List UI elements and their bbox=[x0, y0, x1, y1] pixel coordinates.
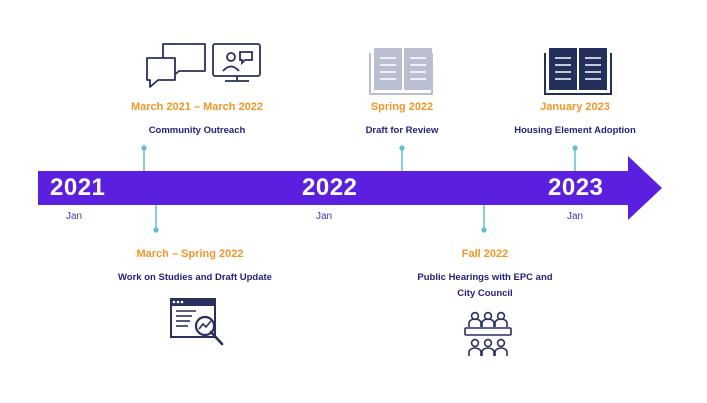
year-label-2023: 2023 bbox=[548, 174, 604, 201]
connector-dot-public-hearings bbox=[481, 227, 487, 233]
month-label-2022: Jan bbox=[316, 211, 333, 222]
connector-dot-housing-adoption bbox=[572, 145, 578, 151]
timeline-arrow bbox=[38, 156, 662, 220]
event-date-housing-adoption: January 2023 bbox=[540, 101, 610, 113]
month-label-2021: Jan bbox=[66, 211, 83, 222]
data-analysis-magnifier-icon bbox=[170, 298, 224, 346]
connector-dot-community-outreach bbox=[141, 145, 147, 151]
event-desc-housing-adoption: Housing Element Adoption bbox=[514, 125, 636, 136]
connector-dot-studies bbox=[153, 227, 159, 233]
year-label-2021: 2021 bbox=[50, 174, 106, 201]
chat-bubbles-icon bbox=[146, 43, 206, 88]
connector-dot-draft-for-review bbox=[399, 145, 405, 151]
event-desc-studies: Work on Studies and Draft Update bbox=[118, 272, 272, 283]
open-book-light-icon bbox=[369, 48, 433, 95]
event-desc-community-outreach: Community Outreach bbox=[148, 125, 246, 136]
meeting-table-icon bbox=[464, 311, 512, 356]
event-date-community-outreach: March 2021 – March 2022 bbox=[130, 101, 264, 113]
event-date-studies: March – Spring 2022 bbox=[136, 248, 244, 260]
open-book-dark-icon bbox=[544, 48, 612, 95]
event-date-public-hearings: Fall 2022 bbox=[461, 248, 509, 260]
event-desc-public-hearings: Public Hearings with EPC and City Counci… bbox=[417, 272, 553, 300]
video-call-icon bbox=[212, 43, 261, 82]
event-date-draft-for-review: Spring 2022 bbox=[370, 101, 434, 113]
event-desc-draft-for-review: Draft for Review bbox=[365, 125, 439, 136]
year-label-2022: 2022 bbox=[302, 174, 358, 201]
month-label-2023: Jan bbox=[567, 211, 584, 222]
